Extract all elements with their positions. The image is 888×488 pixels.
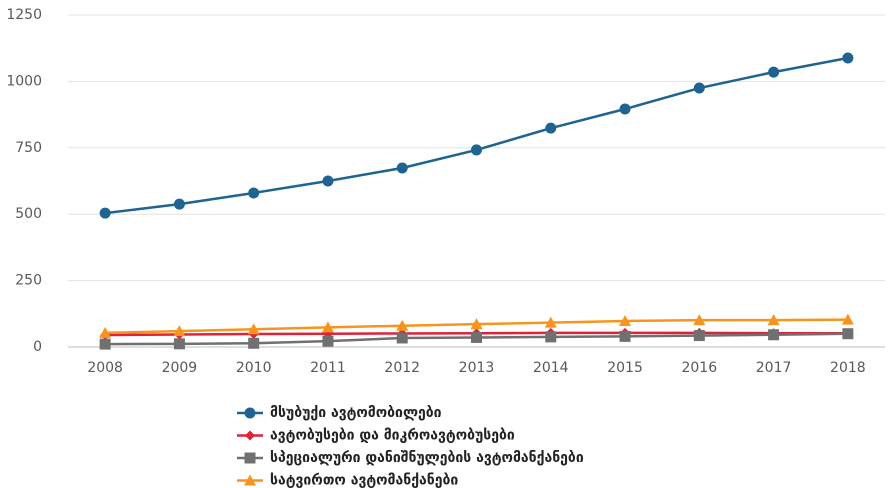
marker [842, 52, 854, 64]
x-tick-label: 2015 [607, 360, 643, 376]
y-tick-label: 750 [15, 140, 42, 156]
x-tick-label: 2008 [87, 360, 123, 376]
marker [693, 314, 706, 326]
x-tick-label: 2014 [533, 360, 569, 376]
marker [768, 329, 780, 341]
marker [768, 66, 780, 78]
marker [99, 326, 112, 338]
marker [545, 122, 557, 134]
legend-label: მსუბუქი ავტომობილები [270, 405, 442, 421]
marker [322, 175, 334, 187]
marker [244, 407, 256, 419]
marker [248, 187, 260, 199]
y-tick-label: 500 [15, 206, 42, 222]
marker [619, 314, 632, 326]
x-tick-label: 2017 [756, 360, 792, 376]
marker [693, 330, 705, 342]
y-tick-label: 250 [15, 273, 42, 289]
marker [247, 323, 260, 335]
marker [99, 338, 111, 350]
legend-label: სპეციალური დანიშნულების ავტომანქანები [270, 450, 584, 466]
marker [767, 314, 780, 326]
marker [841, 313, 854, 325]
x-tick-label: 2009 [162, 360, 198, 376]
marker [396, 319, 409, 331]
y-tick-label: 0 [33, 339, 42, 355]
x-tick-label: 2011 [310, 360, 346, 376]
marker [245, 430, 255, 441]
marker [544, 316, 557, 328]
marker [99, 207, 111, 219]
marker [470, 318, 483, 330]
marker [471, 144, 482, 156]
marker [244, 474, 256, 486]
x-tick-label: 2010 [236, 360, 272, 376]
marker [396, 162, 408, 174]
marker [244, 452, 256, 464]
marker [248, 337, 260, 349]
x-tick-label: 2013 [459, 360, 495, 376]
y-tick-label: 1000 [6, 73, 42, 89]
marker [173, 338, 185, 350]
legend-label: სატვირთო ავტომანქანები [270, 473, 458, 488]
marker [842, 328, 854, 340]
marker [619, 103, 631, 115]
x-tick-label: 2012 [384, 360, 420, 376]
marker [396, 332, 408, 344]
marker [322, 335, 334, 347]
x-tick-label: 2016 [681, 360, 717, 376]
marker [619, 330, 631, 342]
y-tick-label: 1250 [6, 7, 42, 23]
marker [545, 331, 557, 343]
x-tick-label: 2018 [830, 360, 866, 376]
marker [471, 331, 482, 343]
marker [173, 198, 185, 210]
marker [321, 321, 334, 333]
legend-label: ავტობუსები და მიკროავტობუსები [270, 428, 515, 444]
marker [693, 82, 705, 94]
marker [173, 325, 186, 337]
